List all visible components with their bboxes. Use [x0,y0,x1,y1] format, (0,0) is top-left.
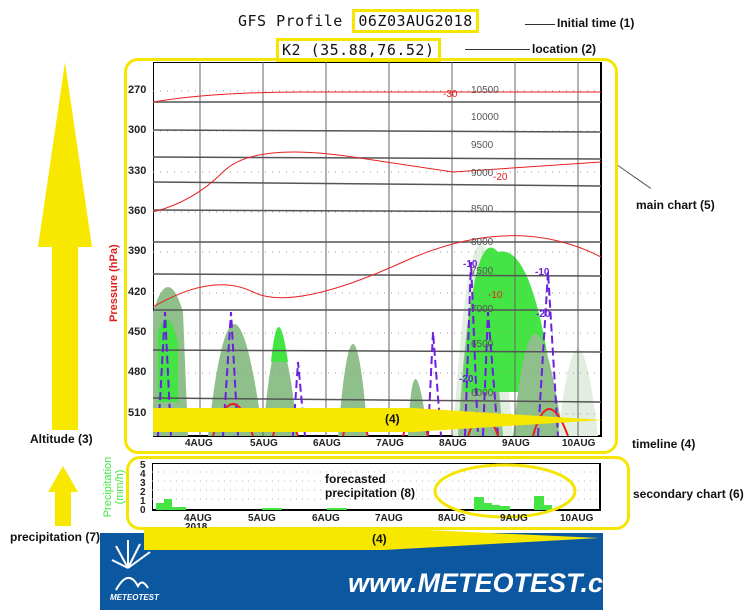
svg-text:6000: 6000 [471,388,494,399]
forecast-label-line1: forecasted [325,472,386,486]
svg-text:8000: 8000 [471,237,494,248]
leader-line [617,165,652,189]
xtick-year: 2018 [185,522,208,533]
precipitation-arrow-icon [48,466,78,526]
ytick: 420 [128,286,147,298]
annotation-forecasted-precip: forecasted precipitation (8) [325,472,415,500]
annotation-initial-time: Initial time (1) [557,16,635,30]
altitude-arrow-icon [38,62,92,430]
initial-time: 06Z03AUG2018 [352,9,479,33]
xtick: 7AUG [375,513,403,524]
xtick: 7AUG [376,438,404,449]
xtick: 10AUG [560,513,594,524]
xtick: 10AUG [562,438,596,449]
xtick: 6AUG [313,438,341,449]
svg-text:9000: 9000 [471,168,494,179]
svg-text:-20: -20 [536,309,551,320]
ytick: 480 [128,366,147,378]
annotation-timeline: timeline (4) [632,437,696,451]
precip-axis-label: Precipitation [102,456,114,518]
ytick: 2 [140,487,146,498]
ytick: 0 [140,505,146,516]
annotation-altitude: Altitude (3) [30,432,93,446]
timeline-marker-label: (4) [372,532,387,546]
main-chart-plot: 10500 10000 9500 9000 8500 8000 7500 7000 6500… [153,62,602,437]
secondary-chart-plot [152,463,601,511]
svg-text:-20: -20 [459,374,474,385]
chart-title: GFS Profile 06Z03AUG2018 [238,9,479,33]
svg-text:-20: -20 [493,172,508,183]
xtick: 6AUG [312,513,340,524]
forecast-label-line2: precipitation (8) [325,486,416,500]
annotation-secondary-chart: secondary chart (6) [633,487,744,501]
svg-text:9500: 9500 [471,140,494,151]
meteotest-logo-text: METEOTEST [110,593,159,602]
ytick: 4 [140,469,146,480]
ytick: 390 [128,245,147,257]
svg-text:-30: -30 [443,89,458,100]
ytick: 450 [128,326,147,338]
svg-text:-10: -10 [488,290,503,301]
xtick: 9AUG [502,438,530,449]
timeline-marker-main [153,408,603,432]
main-chart-highlight [124,58,618,454]
ytick: 3 [140,478,146,489]
leader-line [465,49,530,50]
precip-axis-unit: (mm/h) [114,469,126,505]
svg-text:6500: 6500 [471,339,494,350]
forecast-highlight-ellipse [433,463,577,519]
leader-line [525,24,555,25]
xtick: 5AUG [248,513,276,524]
meteotest-logo-icon [111,540,151,591]
svg-text:7000: 7000 [471,304,494,315]
ytick: 360 [128,205,147,217]
ytick: 510 [128,407,147,419]
ytick: 5 [140,460,146,471]
annotation-precipitation: precipitation (7) [10,530,101,544]
annotation-main-chart: main chart (5) [636,198,715,212]
svg-text:7500: 7500 [471,266,494,277]
svg-text:10000: 10000 [471,112,499,123]
xtick: 8AUG [438,513,466,524]
main-chart-yaxis: Pressure (hPa) 270 300 330 360 390 420 4… [100,62,160,442]
xtick: 4AUG [185,438,213,449]
xtick: 8AUG [439,438,467,449]
annotation-location: location (2) [532,42,597,56]
svg-text:8500: 8500 [471,204,494,215]
ytick: 270 [128,84,147,96]
meteotest-url[interactable]: www.METEOTEST.ch [348,568,620,598]
xtick: 4AUG [184,513,212,524]
timeline-marker-label: (4) [385,412,400,426]
svg-text:-10: -10 [463,259,478,270]
xtick: 9AUG [500,513,528,524]
timeline-marker-secondary [144,528,599,550]
title-prefix: GFS Profile [238,12,343,30]
secondary-yaxis: Precipitation (mm/h) 5 4 3 2 1 0 [100,457,146,528]
svg-text:-10: -10 [535,267,550,278]
ytick: 330 [128,165,147,177]
xtick: 5AUG [250,438,278,449]
ytick: 1 [140,496,146,507]
ytick: 300 [128,124,147,136]
svg-text:10500: 10500 [471,85,499,96]
pressure-axis-label: Pressure (hPa) [108,244,120,322]
